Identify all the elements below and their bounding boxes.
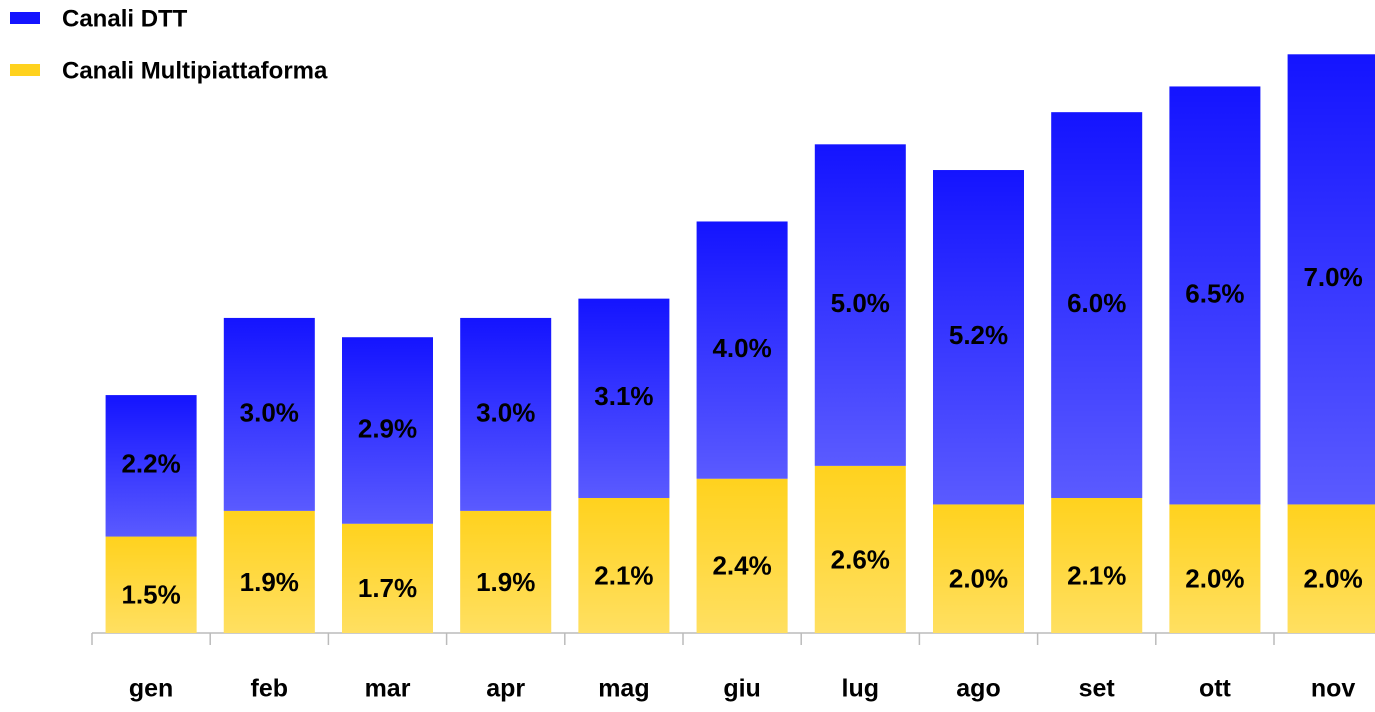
legend-swatch (10, 64, 40, 76)
x-tick-label: ago (956, 675, 1000, 703)
data-label: 1.5% (121, 580, 180, 610)
data-label: 2.1% (594, 560, 653, 590)
bar-shade (223, 510, 315, 633)
legend-label: Canali Multipiattaforma (62, 57, 328, 84)
data-label: 6.5% (1185, 278, 1244, 308)
bar-shade (105, 395, 197, 537)
bar-shade (1051, 112, 1143, 498)
data-label: 3.0% (240, 397, 299, 427)
data-label: 2.4% (712, 551, 771, 581)
data-label: 5.0% (831, 288, 890, 318)
data-label: 1.9% (476, 567, 535, 597)
data-label: 2.0% (1303, 564, 1362, 594)
data-label: 2.0% (1185, 564, 1244, 594)
bar-shade (460, 317, 552, 511)
data-label: 2.9% (358, 413, 417, 443)
data-label: 4.0% (712, 333, 771, 363)
bar-shade (814, 465, 906, 633)
bar-shade (1051, 497, 1143, 633)
bar-shade (223, 317, 315, 511)
data-label: 2.0% (949, 564, 1008, 594)
x-tick-label: mag (598, 675, 649, 703)
data-label: 2.1% (1067, 560, 1126, 590)
data-label: 2.2% (121, 449, 180, 479)
bar-shade (1287, 504, 1375, 633)
bar-shade (1169, 86, 1261, 505)
x-tick-label: set (1079, 675, 1116, 703)
bar-shade (1169, 504, 1261, 633)
bar-shade (460, 510, 552, 633)
data-label: 1.7% (358, 573, 417, 603)
x-tick-label: ott (1199, 675, 1232, 703)
legend-swatch (10, 12, 40, 24)
bar-shade (578, 298, 670, 498)
bar-shade (696, 221, 788, 479)
x-tick-label: giu (723, 675, 761, 703)
x-tick-label: nov (1311, 675, 1356, 703)
bar-shade (342, 523, 433, 633)
x-tick-label: feb (251, 675, 289, 703)
data-label: 7.0% (1303, 262, 1362, 292)
data-label: 5.2% (949, 320, 1008, 350)
bar-shade (1287, 54, 1375, 505)
x-tick-label: gen (129, 675, 173, 703)
x-tick-label: apr (486, 675, 525, 703)
data-label: 3.1% (594, 381, 653, 411)
data-label: 2.6% (831, 544, 890, 574)
x-tick-label: lug (842, 675, 880, 703)
bar-shade (933, 504, 1024, 633)
x-tick-label: mar (365, 675, 411, 703)
bar-shade (105, 536, 197, 633)
bar-shade (342, 337, 433, 524)
bar-shade (696, 478, 788, 633)
bar-shade (814, 144, 906, 466)
data-label: 6.0% (1067, 288, 1126, 318)
data-label: 1.9% (240, 567, 299, 597)
bar-shade (933, 170, 1024, 505)
legend-label: Canali DTT (62, 5, 188, 32)
data-label: 3.0% (476, 397, 535, 427)
bar-shade (578, 497, 670, 633)
